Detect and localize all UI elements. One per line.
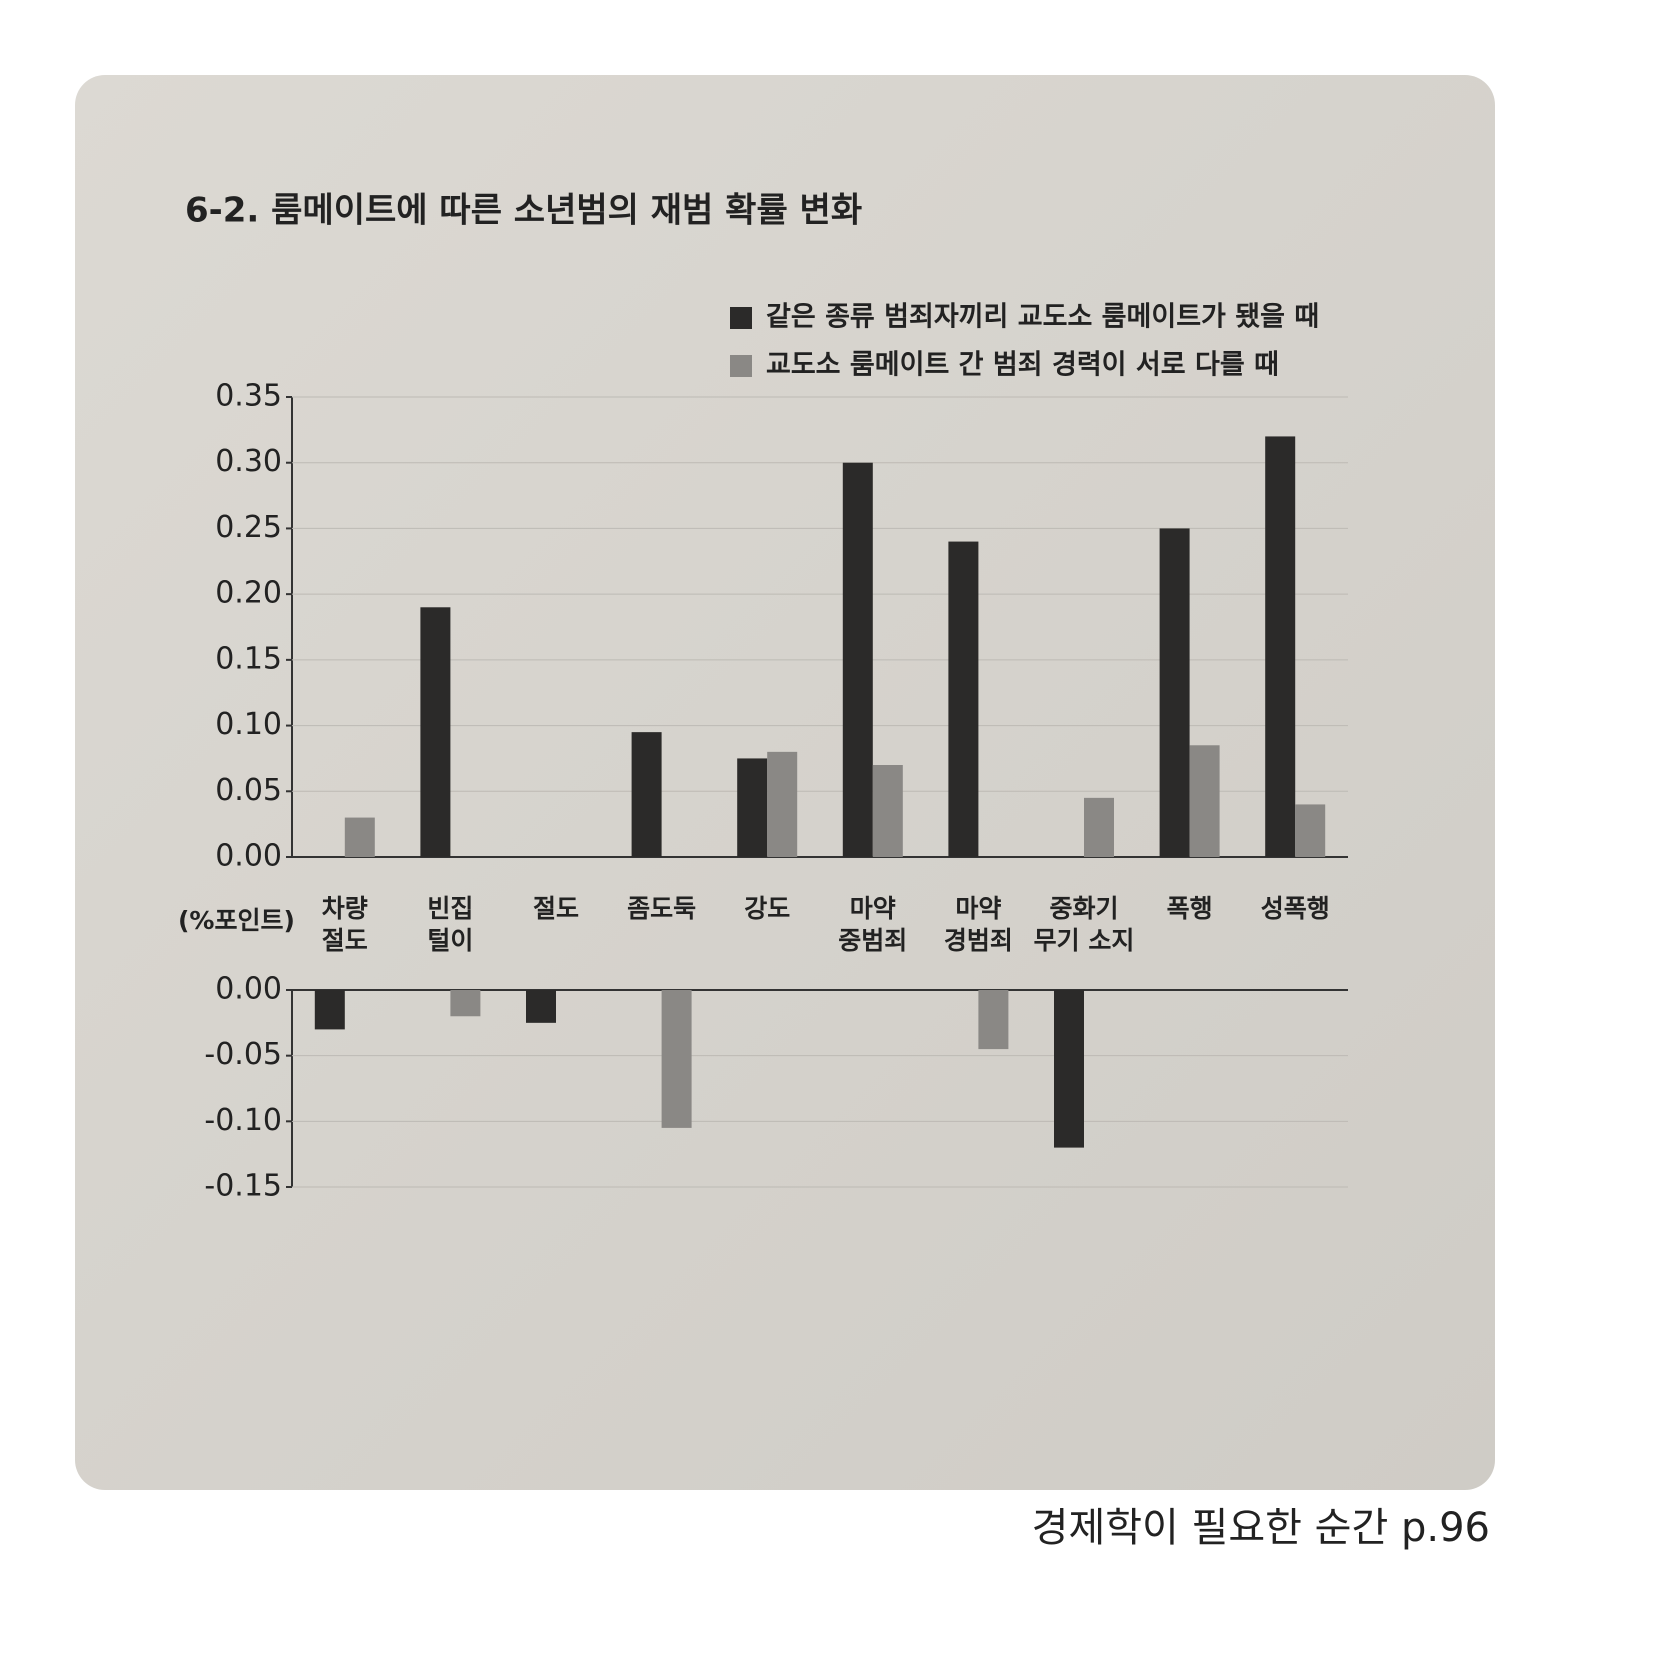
chart-title: 6-2. 룸메이트에 따른 소년범의 재범 확률 변화	[185, 191, 862, 231]
legend-swatch	[730, 307, 752, 329]
y-tick-label: 0.15	[215, 641, 282, 676]
x-tick-label: 중화기 무기 소지	[1034, 894, 1135, 955]
y-tick-label: -0.15	[204, 1169, 282, 1204]
y-tick-label: 0.10	[215, 707, 282, 742]
bar	[767, 751, 798, 857]
y-tick-label: 0.30	[215, 444, 282, 479]
bar	[450, 990, 481, 1017]
bar	[631, 732, 662, 857]
bar	[842, 462, 873, 857]
caption: 경제학이 필요한 순간 p.96	[1032, 1505, 1490, 1551]
legend-label: 같은 종류 범죄자끼리 교도소 룸메이트가 됐을 때	[766, 302, 1319, 333]
bar	[1265, 436, 1296, 857]
x-tick-label: 마약 경범죄	[944, 894, 1013, 955]
bar	[978, 990, 1009, 1050]
bar	[1159, 528, 1190, 857]
y-tick-label: 0.00	[215, 972, 282, 1007]
bar	[1189, 745, 1220, 857]
x-tick-label: 절도	[533, 894, 579, 923]
bar	[1295, 804, 1326, 857]
x-tick-label: 성폭행	[1261, 894, 1330, 923]
x-tick-label: 강도	[744, 894, 790, 923]
y-tick-label: 0.00	[215, 839, 282, 874]
x-tick-label: 좀도둑	[627, 894, 696, 923]
y-tick-label: 0.20	[215, 576, 282, 611]
x-tick-label: 마약 중범죄	[838, 894, 907, 955]
y-tick-label: 0.25	[215, 510, 282, 545]
x-tick-label: 빈집 털이	[427, 894, 473, 955]
bar	[1054, 990, 1084, 1148]
legend-label: 교도소 룸메이트 간 범죄 경력이 서로 다를 때	[766, 350, 1279, 381]
bar	[344, 817, 375, 857]
bar	[420, 607, 451, 857]
bar	[948, 541, 979, 857]
legend-swatch	[730, 355, 752, 377]
y-tick-label: -0.10	[204, 1103, 282, 1138]
bar	[872, 765, 903, 857]
y-tick-label: -0.05	[204, 1037, 282, 1072]
x-tick-label: 차량 절도	[322, 894, 368, 955]
y-tick-label: 0.35	[215, 379, 282, 414]
x-tick-label: 폭행	[1167, 894, 1213, 923]
bar	[737, 758, 768, 857]
bar	[661, 990, 692, 1128]
bar	[526, 990, 556, 1023]
y-unit-label: (%포인트)	[178, 906, 295, 935]
y-tick-label: 0.05	[215, 773, 282, 808]
bar	[314, 990, 345, 1030]
bar	[1084, 797, 1114, 857]
